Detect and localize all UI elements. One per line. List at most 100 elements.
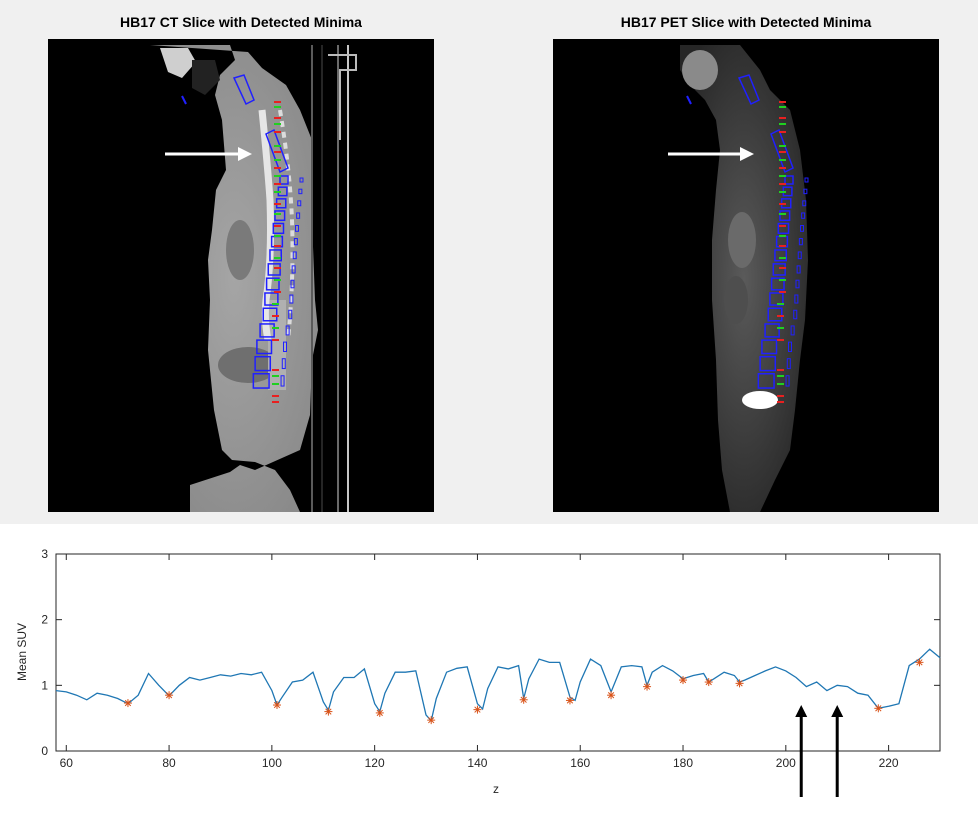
- x-axis: 60 80 100 120 140 160 180 200 220: [60, 554, 899, 770]
- pet-body-silhouette: [680, 45, 808, 512]
- roi-box: [785, 375, 790, 387]
- roi-box: [181, 95, 187, 105]
- minimum-point: [273, 701, 281, 710]
- annotation-arrow: [831, 705, 844, 797]
- roi-box: [265, 277, 280, 291]
- roi-box: [801, 212, 806, 219]
- roi-box: [264, 292, 279, 306]
- roi-box: [774, 249, 788, 262]
- y-tick-label: 2: [41, 613, 48, 627]
- roi-box: [274, 210, 286, 222]
- ct-table-rails: [311, 45, 357, 512]
- roi-box: [269, 249, 283, 262]
- ct-vertebra-rois: [181, 74, 304, 389]
- roi-box: [291, 265, 296, 274]
- roi-box: [786, 358, 791, 370]
- roi-box: [280, 375, 285, 387]
- annotation-arrow: [795, 705, 808, 797]
- minimum-point: [704, 678, 713, 687]
- minimum-point: [473, 705, 482, 714]
- mean-suv-line: [55, 648, 941, 723]
- minimum-point: [565, 696, 574, 705]
- roi-box: [795, 279, 800, 289]
- ct-minima-markers: [272, 101, 281, 403]
- x-tick-label: 100: [262, 756, 282, 770]
- ct-image: [48, 39, 434, 512]
- minimum-point: [735, 679, 744, 688]
- roi-box: [737, 74, 760, 106]
- roi-box: [769, 292, 784, 306]
- x-tick-label: 120: [365, 756, 385, 770]
- roi-box: [770, 277, 785, 291]
- minimum-point: [874, 704, 883, 713]
- roi-box: [252, 373, 270, 389]
- roi-box: [299, 177, 304, 183]
- minimum-point: [165, 691, 174, 700]
- roi-box: [293, 238, 298, 246]
- y-axis-label: Mean SUV: [15, 623, 29, 681]
- roi-box: [267, 263, 281, 276]
- ct-annotation-arrow: [165, 147, 252, 161]
- minimum-point: [427, 716, 436, 725]
- x-axis-label: z: [493, 782, 499, 796]
- roi-box: [788, 341, 792, 353]
- roi-box: [259, 323, 275, 338]
- roi-box: [800, 225, 804, 232]
- roi-box: [283, 341, 287, 353]
- roi-box: [798, 238, 803, 246]
- roi-box: [759, 355, 777, 372]
- roi-box: [686, 95, 692, 105]
- roi-box: [290, 279, 295, 289]
- pet-title: HB17 PET Slice with Detected Minima: [620, 14, 872, 30]
- roi-box: [285, 325, 290, 336]
- roi-box: [803, 188, 808, 195]
- roi-box: [790, 325, 795, 336]
- minimum-point: [519, 695, 528, 704]
- minimum-point: [643, 682, 652, 691]
- roi-box: [761, 339, 778, 355]
- ct-title: HB17 CT Slice with Detected Minima: [120, 14, 362, 30]
- roi-box: [802, 200, 807, 207]
- minimum-point: [607, 691, 616, 700]
- roi-box: [279, 175, 289, 185]
- roi-box: [764, 323, 780, 338]
- roi-box: [297, 200, 302, 207]
- x-tick-label: 160: [570, 756, 590, 770]
- y-tick-label: 1: [41, 678, 48, 692]
- pet-image: [553, 39, 939, 512]
- x-tick-label: 220: [879, 756, 899, 770]
- roi-box: [796, 265, 801, 274]
- roi-box: [772, 263, 786, 276]
- x-tick-label: 60: [60, 756, 74, 770]
- roi-box: [794, 294, 799, 304]
- x-tick-label: 180: [673, 756, 693, 770]
- plot-area: [55, 553, 941, 752]
- roi-box: [292, 251, 297, 260]
- roi-box: [298, 188, 303, 195]
- ct-spine: [258, 109, 295, 341]
- roi-box: [757, 373, 775, 389]
- y-tick-label: 3: [41, 547, 48, 561]
- roi-box: [281, 358, 286, 370]
- roi-box: [232, 74, 255, 106]
- roi-box: [804, 177, 809, 183]
- y-axis: 0 1 2 3: [41, 547, 940, 758]
- roi-box: [793, 309, 798, 320]
- roi-box: [289, 294, 294, 304]
- roi-box: [262, 307, 278, 322]
- roi-box: [784, 175, 794, 185]
- y-tick-label: 0: [41, 744, 48, 758]
- minimum-point: [915, 658, 924, 667]
- roi-box: [767, 307, 783, 322]
- roi-box: [779, 210, 791, 222]
- chart-annotation-arrows: [795, 705, 844, 797]
- roi-box: [296, 212, 301, 219]
- roi-box: [256, 339, 273, 355]
- roi-box: [295, 225, 299, 232]
- roi-box: [797, 251, 802, 260]
- minimum-point: [324, 707, 333, 716]
- mean-suv-series: [55, 648, 941, 723]
